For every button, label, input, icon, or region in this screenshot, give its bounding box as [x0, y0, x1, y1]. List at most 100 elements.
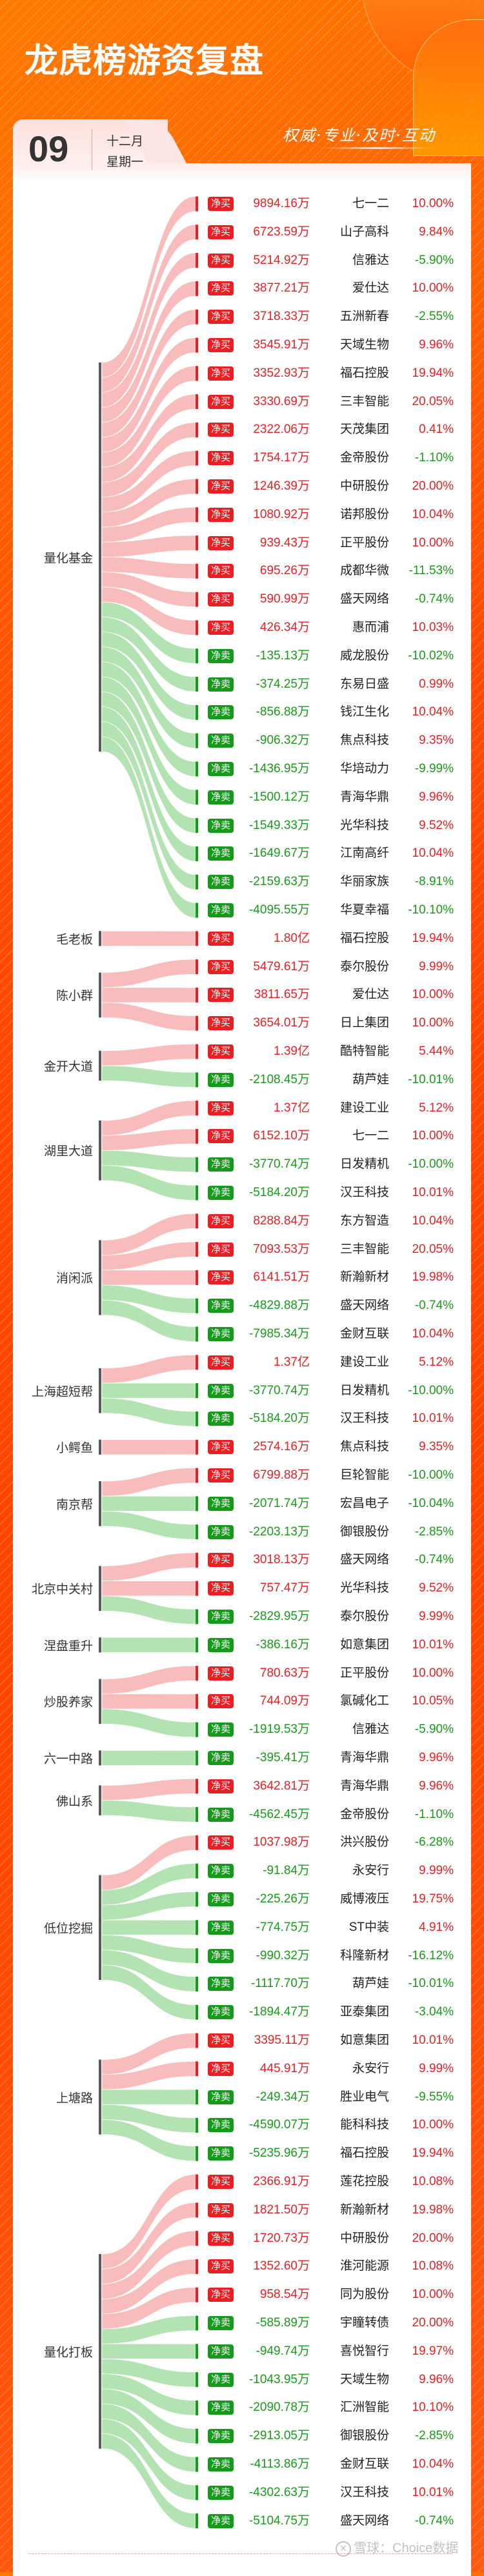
- change-pct: 19.98%: [412, 1270, 454, 1284]
- date-day: 09: [28, 128, 69, 169]
- table-row: 净卖 -990.32万 科隆新材 -16.12%: [0, 1948, 484, 1964]
- net-sell-badge: 净卖: [208, 2090, 234, 2104]
- table-row: 净买 426.34万 惠而浦 10.03%: [0, 620, 484, 635]
- net-amount: -990.32万: [256, 1948, 310, 1962]
- stock-name: 三丰智能: [339, 394, 389, 408]
- net-amount: -3770.74万: [248, 1383, 310, 1397]
- net-amount: -1436.95万: [248, 762, 310, 775]
- group-node-bar: [99, 1368, 101, 1413]
- group-label: 六一中路: [43, 1752, 93, 1766]
- group-node-bar: [99, 1679, 101, 1724]
- stock-name: 亚泰集团: [339, 2005, 389, 2019]
- stock-name: 青海华鼎: [339, 1751, 389, 1764]
- stock-node-bar: [196, 1101, 198, 1116]
- stock-node-bar: [196, 1835, 198, 1850]
- net-amount: 1.37亿: [274, 1355, 310, 1369]
- change-pct: -5.90%: [414, 1722, 454, 1737]
- net-amount: -3770.74万: [248, 1157, 310, 1172]
- change-pct: 10.01%: [412, 1186, 454, 1199]
- content-card: [13, 163, 471, 2576]
- change-pct: -9.55%: [414, 2090, 454, 2104]
- net-amount: 6141.51万: [253, 1270, 310, 1284]
- stock-name: 日发精机: [339, 1157, 389, 1172]
- net-sell-badge: 净卖: [208, 1524, 234, 1539]
- stock-node-bar: [196, 1666, 198, 1681]
- net-sell-badge: 净卖: [208, 705, 234, 720]
- stock-name: 葫芦娃: [352, 1072, 389, 1086]
- table-row: 净买 8288.84万 东方智造 10.04%: [0, 1213, 484, 1229]
- group-node-bar: [99, 1875, 101, 1980]
- net-sell-badge: 净卖: [208, 1186, 234, 1200]
- group-label: 小鳄鱼: [55, 1441, 93, 1455]
- change-pct: 9.35%: [419, 1440, 454, 1454]
- deco-flame-shape: [413, 19, 484, 156]
- date-month: 十二月: [106, 135, 144, 148]
- net-amount: -1043.95万: [248, 2372, 310, 2386]
- change-pct: 9.96%: [419, 2372, 454, 2386]
- net-amount: -1649.67万: [248, 846, 310, 861]
- change-pct: -2.55%: [414, 310, 454, 324]
- stock-name: 宏昌电子: [339, 1496, 389, 1510]
- stock-name: 酷特智能: [339, 1044, 389, 1058]
- stock-name: 东方智造: [339, 1213, 389, 1228]
- net-amount: -1919.53万: [248, 1722, 310, 1737]
- stock-node-bar: [196, 2259, 198, 2274]
- stock-name: 七一二: [352, 197, 389, 210]
- change-pct: 10.04%: [412, 2457, 454, 2471]
- stock-node-bar: [196, 1976, 198, 1992]
- net-buy-badge: 净买: [208, 2033, 234, 2048]
- net-sell-badge: 净卖: [208, 1722, 234, 1737]
- net-amount: 958.54万: [259, 2288, 310, 2302]
- stock-name: 福石控股: [339, 931, 389, 945]
- group-node-bar: [99, 972, 101, 1018]
- stock-node-bar: [196, 2457, 198, 2472]
- change-pct: -1.10%: [414, 1807, 454, 1821]
- group-node-bar: [99, 2059, 101, 2135]
- net-amount: 445.91万: [259, 2061, 310, 2075]
- table-row: 净卖 -5104.75万 盛天网络 -0.74%: [0, 2513, 484, 2529]
- change-pct: -11.53%: [408, 564, 454, 578]
- group-label: 毛老板: [55, 933, 93, 947]
- stock-node-bar: [196, 818, 198, 834]
- table-row: 净买 3642.81万 青海华鼎 9.96%: [0, 1779, 484, 1794]
- stock-name: 中研股份: [339, 2231, 389, 2245]
- stock-node-bar: [196, 987, 198, 1003]
- table-row: 净买 3718.33万 五洲新春 -2.55%: [0, 309, 484, 324]
- net-buy-badge: 净买: [208, 197, 234, 211]
- net-sell-badge: 净卖: [208, 2005, 234, 2020]
- change-pct: 10.05%: [412, 1694, 454, 1708]
- table-row: 净买 1720.73万 中研股份 20.00%: [0, 2231, 484, 2246]
- net-amount: 744.09万: [259, 1694, 310, 1708]
- stock-node-bar: [196, 1468, 198, 1483]
- stock-name: 御银股份: [339, 1524, 389, 1539]
- stock-name: 惠而浦: [352, 621, 389, 634]
- stock-name: 正平股份: [339, 535, 389, 550]
- net-amount: 3642.81万: [253, 1779, 310, 1793]
- change-pct: 9.96%: [419, 790, 454, 804]
- net-buy-badge: 净买: [208, 592, 234, 607]
- change-pct: 10.00%: [412, 2118, 454, 2132]
- stock-node-bar: [196, 1920, 198, 1935]
- stock-name: 日上集团: [339, 1016, 389, 1030]
- change-pct: 20.00%: [412, 2231, 454, 2245]
- stock-name: 日发精机: [339, 1383, 389, 1397]
- group-label: 陈小群: [55, 989, 93, 1003]
- stock-name: 焦点科技: [339, 734, 389, 748]
- table-row: 净卖 -1043.95万 天域生物 9.96%: [0, 2372, 484, 2388]
- net-buy-badge: 净买: [208, 507, 234, 522]
- stock-node-bar: [196, 196, 198, 212]
- net-amount: 590.99万: [259, 592, 310, 606]
- net-buy-badge: 净买: [208, 281, 234, 296]
- table-row: 净买 1.80亿 福石控股 19.94%: [0, 931, 484, 946]
- stock-name: 威龙股份: [339, 648, 389, 663]
- stock-node-bar: [196, 2372, 198, 2388]
- table-row: 净卖 -2203.13万 御银股份 -2.85%: [0, 1524, 484, 1540]
- net-buy-badge: 净买: [208, 2259, 234, 2274]
- stock-name: 三丰智能: [339, 1242, 389, 1256]
- stock-node-bar: [196, 2174, 198, 2190]
- change-pct: 20.05%: [412, 394, 454, 408]
- change-pct: 9.96%: [419, 1779, 454, 1793]
- stock-node-bar: [196, 1609, 198, 1624]
- net-amount: 2574.16万: [253, 1440, 310, 1454]
